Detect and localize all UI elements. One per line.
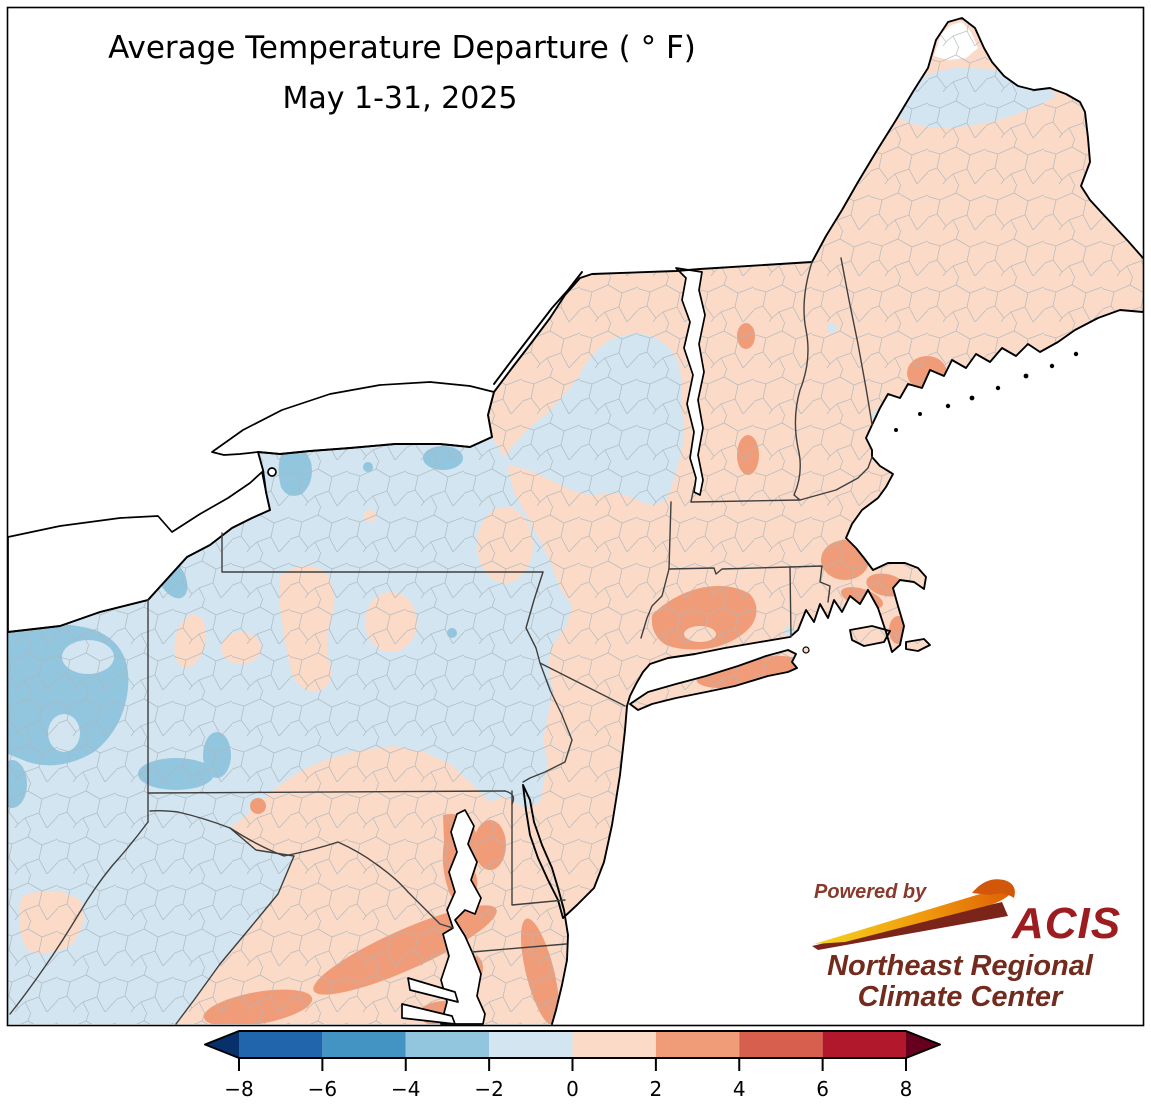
acis-logo: Powered by ACIS Northeast Regional Clima… <box>812 879 1121 1013</box>
state-borders <box>9 257 873 1025</box>
org-name-line2: Climate Center <box>858 981 1064 1013</box>
tick-label: −8 <box>224 1077 253 1101</box>
logo-swoosh <box>814 890 1010 944</box>
tick-label: −4 <box>391 1077 420 1101</box>
powered-by-label: Powered by <box>814 881 927 903</box>
block-island <box>802 646 810 654</box>
coastline <box>7 17 1144 1025</box>
figure-title-line1: Average Temperature Departure ( ° F) <box>108 30 696 66</box>
map-frame <box>6 6 1145 1027</box>
tick-label: −2 <box>474 1077 503 1101</box>
org-name-line1: Northeast Regional <box>827 950 1094 982</box>
colorbar-segment <box>822 1031 907 1058</box>
tick-label: −6 <box>308 1077 337 1101</box>
acis-brand: ACIS <box>1011 899 1121 948</box>
tick-label: 6 <box>816 1077 829 1101</box>
colorbar-segment <box>572 1031 656 1058</box>
chesapeake-bay <box>440 809 486 1025</box>
lake-champlain <box>675 267 706 496</box>
colorbar-segment <box>655 1031 740 1058</box>
tick-label: 2 <box>650 1077 663 1101</box>
york-river-inlet <box>401 1003 456 1025</box>
colorbar-segment <box>489 1031 573 1058</box>
tick-label: 0 <box>566 1077 579 1101</box>
colorbar-tick-labels: −8 −6 −4 −2 0 2 4 6 8 <box>224 1077 912 1101</box>
colorbar-segment <box>739 1031 823 1058</box>
tick-label: 4 <box>733 1077 746 1101</box>
st-lawrence-canadian-bank <box>493 271 583 385</box>
colorbar-arrow-low <box>205 1031 239 1058</box>
colorbar-segment <box>322 1031 406 1058</box>
colorbar-ticks <box>238 1058 907 1071</box>
colorbar-segment <box>405 1031 490 1058</box>
tick-label: 8 <box>900 1077 913 1101</box>
colorbar: −8 −6 −4 −2 0 2 4 6 8 <box>204 1030 941 1101</box>
colorbar-segment <box>239 1031 323 1058</box>
maine-coastal-islands <box>894 351 1079 432</box>
logo-swoosh-underline <box>812 902 1008 950</box>
colorbar-arrow-high <box>906 1031 940 1058</box>
logo-swoosh-hook <box>972 879 1015 898</box>
grand-island <box>267 467 277 477</box>
figure-title-line2: May 1-31, 2025 <box>282 81 517 116</box>
james-river-inlet <box>407 977 459 1003</box>
